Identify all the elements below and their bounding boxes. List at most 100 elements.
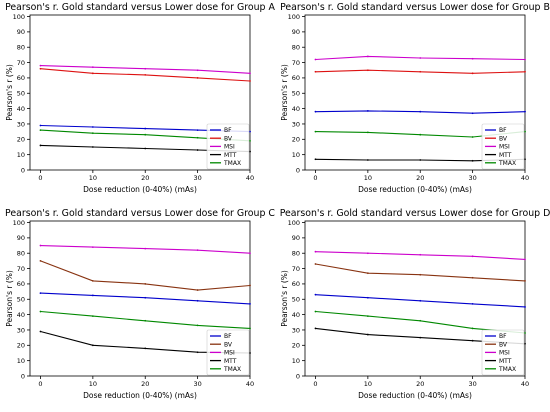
y-tick-label: 30 [17,326,25,334]
data-point-bf [196,299,199,302]
data-point-tmax [314,310,317,313]
data-point-bf [196,129,199,131]
data-point-bf [144,127,147,130]
data-point-msi [39,244,42,247]
data-point-bv [196,77,199,79]
x-tick-label: 10 [364,174,372,182]
data-point-mtt [144,347,147,350]
legend-label-mtt: MTT [499,152,512,159]
x-tick-label: 20 [141,174,149,182]
data-point-bv [366,69,369,72]
y-tick-label: 0 [296,166,300,174]
plot-frame [304,14,526,171]
data-point-tmax [524,130,526,133]
data-point-mtt [196,351,199,354]
data-point-bf [91,126,94,128]
data-point-bv [314,70,317,73]
data-point-bv [471,72,474,75]
y-tick-label: 70 [292,59,300,67]
data-point-tmax [366,315,369,318]
y-tick-label: 20 [17,342,25,350]
data-point-bf [144,296,147,299]
x-axis-label: Dose reduction (0-40%) (mAs) [83,391,197,400]
chart-svg-group-b: Pearson's r. Gold standard versus Lower … [280,2,550,194]
data-point-msi [471,57,474,60]
legend-label-bf: BF [499,127,507,134]
x-axis-label: Dose reduction (0-40%) (mAs) [358,185,472,194]
y-tick-label: 20 [292,342,300,350]
data-point-mtt [366,159,369,161]
x-tick-label: 40 [521,380,529,388]
y-tick-label: 40 [292,105,300,113]
data-point-bv [91,72,94,75]
data-point-bf [366,296,369,299]
y-tick-label: 60 [292,74,300,82]
chart-svg-group-a: Pearson's r. Gold standard versus Lower … [5,2,275,194]
legend-label-tmax: TMAX [223,160,241,167]
x-axis-label: Dose reduction (0-40%) (mAs) [358,391,472,400]
data-point-bf [314,110,317,113]
legend-label-mtt: MTT [224,358,237,365]
data-point-tmax [524,332,526,334]
data-point-bv [144,73,147,76]
data-point-bf [39,124,42,127]
x-tick-label: 20 [416,174,424,182]
data-point-msi [314,58,317,61]
data-point-mtt [196,149,199,151]
data-point-bv [196,289,199,291]
chart-panel-group-a: Pearson's r. Gold standard versus Lower … [0,0,275,206]
x-tick-label: 0 [38,380,42,388]
data-point-tmax [196,324,199,327]
chart-panel-group-b: Pearson's r. Gold standard versus Lower … [275,0,550,206]
y-tick-label: 70 [17,59,25,67]
legend-box [481,329,525,376]
y-tick-label: 30 [17,120,25,128]
data-point-bf [471,112,474,115]
y-tick-label: 60 [17,280,25,288]
y-tick-label: 90 [292,234,300,242]
x-tick-label: 10 [89,380,97,388]
x-tick-label: 30 [468,174,476,182]
chart-title: Pearson's r. Gold standard versus Lower … [280,2,550,13]
y-tick-label: 0 [21,166,25,174]
data-point-msi [196,249,199,252]
data-point-tmax [39,129,42,131]
x-tick-label: 40 [521,174,529,182]
data-point-msi [39,64,42,67]
data-point-bf [471,302,474,305]
y-tick-label: 60 [17,74,25,82]
y-tick-label: 50 [17,90,25,98]
data-point-mtt [471,159,474,162]
data-point-tmax [91,315,94,318]
data-point-msi [249,72,251,75]
data-point-tmax [366,131,369,134]
data-point-bf [419,110,422,113]
legend-box [206,329,250,376]
data-point-bv [366,272,369,275]
chart-title: Pearson's r. Gold standard versus Lower … [280,208,550,219]
data-point-mtt [39,144,42,147]
legend-label-msi: MSI [499,350,510,357]
data-point-mtt [91,344,94,347]
data-point-bv [419,273,422,276]
data-point-tmax [196,136,199,139]
x-tick-label: 40 [246,174,254,182]
chart-panel-group-c: Pearson's r. Gold standard versus Lower … [0,206,275,412]
y-tick-label: 50 [292,90,300,98]
y-tick-label: 10 [17,151,25,159]
data-point-bf [249,302,251,305]
series-line-bv [315,263,526,282]
y-tick-label: 80 [17,250,25,258]
x-tick-label: 0 [313,174,317,182]
y-tick-label: 40 [17,105,25,113]
y-tick-label: 100 [288,219,300,227]
y-tick-label: 100 [13,13,25,21]
data-point-msi [419,57,422,59]
y-tick-label: 100 [288,13,300,21]
y-tick-label: 10 [17,357,25,365]
x-tick-label: 10 [364,380,372,388]
y-tick-label: 50 [292,296,300,304]
x-tick-label: 30 [468,380,476,388]
x-axis-label: Dose reduction (0-40%) (mAs) [83,185,197,194]
data-point-mtt [91,146,94,148]
